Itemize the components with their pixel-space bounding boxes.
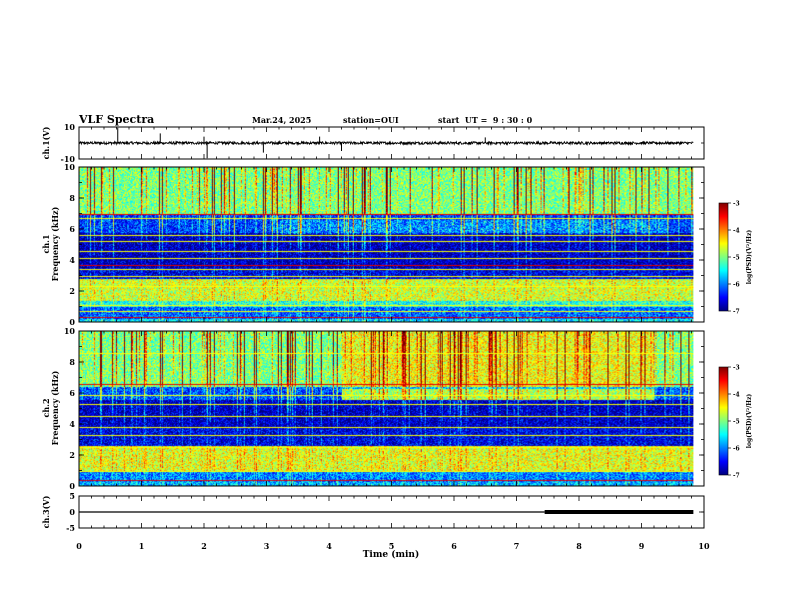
ch1-frequency-ylabel: Frequency (kHz) [50,206,60,281]
x-tick-label: 5 [389,541,395,551]
y-tick-label: 2 [69,450,75,460]
x-tick-label: 0 [76,541,82,551]
y-tick-label: 4 [69,419,75,429]
ch1-spectrogram-xticks [78,167,705,322]
x-tick-label: 6 [451,541,457,551]
ch1-noise-trace [78,140,694,147]
ch1-waveform-panel: 10 -10 ch.1(V) [41,122,705,164]
ch2-spectrogram-panel: 0 2 4 6 8 10 ch.2 Frequency (kHz) [41,326,705,491]
colorbar-tick-label: -5 [733,419,740,426]
colorbar-tick-label: -7 [733,309,740,316]
x-tick-label: 2 [201,541,207,551]
x-tick-label: 10 [698,541,710,551]
ch1-channel-label: ch.1 [41,234,51,253]
ch2-spectrogram-yticks: 0 2 4 6 8 10 [64,326,704,491]
ch1-spectrogram-yticks: 0 2 4 6 8 10 [64,162,704,327]
ch3-waveform-ylabel: ch.3(V) [41,495,51,528]
colorbar-tick-label: -3 [733,365,740,372]
ch2-spectrogram-xticks [78,331,705,486]
ch3-waveform-xticks [78,496,705,528]
ch2-colorbar: -3 -4 -5 -6 -7 log(PSD)(V²/Hz) [718,365,753,480]
time-axis-label: Time (min) [363,549,420,560]
ch3-waveform-panel: 5 0 -5 ch.3(V) [41,491,705,533]
y-tick-label: 10 [64,326,76,336]
colorbar-tick-label: -4 [733,392,740,399]
ch1-waveform-ylabel: ch.1(V) [41,126,51,159]
ch1-waveform-trace [78,127,694,159]
figure-header: VLF Spectra Mar.24, 2025 station=OUI sta… [78,113,533,126]
ch1-waveform-xticks [78,127,705,159]
ch1-colorbar-label: log(PSD)(V²/Hz) [746,230,753,285]
y-tick-label: 0 [69,317,75,327]
x-tick-label: 4 [326,541,332,551]
ch2-colorbar-label: log(PSD)(V²/Hz) [746,394,753,449]
figure-title: VLF Spectra [78,113,154,126]
ch1-colorbar-ticks: -3 -4 -5 -6 -7 [728,201,740,316]
colorbar-tick-label: -7 [733,473,740,480]
x-tick-label: 1 [139,541,145,551]
figure-station: station=OUI [343,115,399,125]
y-tick-label: -10 [61,154,76,164]
colorbar-tick-label: -6 [733,282,740,289]
colorbar-tick-label: -6 [733,446,740,453]
colorbar-tick-label: -3 [733,201,740,208]
y-tick-label: 10 [64,162,76,172]
x-tick-label: 8 [576,541,582,551]
ch1-colorbar-gradient [718,202,729,312]
ch2-frequency-ylabel: Frequency (kHz) [50,370,60,445]
y-tick-label: 10 [64,122,76,132]
figure-start-time: start UT = 9 : 30 : 0 [438,115,533,125]
y-tick-label: 2 [69,286,75,296]
ch2-colorbar-ticks: -3 -4 -5 -6 -7 [728,365,740,480]
y-tick-label: 4 [69,255,75,265]
ch1-colorbar: -3 -4 -5 -6 -7 log(PSD)(V²/Hz) [718,201,753,316]
y-tick-label: -5 [66,523,75,533]
y-tick-label: 0 [69,481,75,491]
colorbar-tick-label: -4 [733,228,740,235]
x-tick-label: 3 [264,541,270,551]
y-tick-label: 0 [69,507,75,517]
y-tick-label: 8 [69,357,75,367]
ch2-colorbar-gradient [718,366,729,476]
ch1-spectrogram-image [79,167,694,322]
ch1-waveform-yticks: 10 -10 [61,122,704,164]
y-tick-label: 6 [69,388,75,398]
y-tick-label: 8 [69,193,75,203]
time-axis: 0 1 2 3 4 5 6 7 8 9 10 [76,541,710,551]
figure-date: Mar.24, 2025 [252,115,311,125]
colorbar-tick-label: -5 [733,255,740,262]
ch2-channel-label: ch.2 [41,398,51,417]
x-tick-label: 9 [639,541,645,551]
y-tick-label: 5 [69,491,75,501]
ch3-waveform-yticks: 5 0 -5 [66,491,704,533]
x-tick-label: 7 [514,541,520,551]
y-tick-label: 6 [69,224,75,234]
ch2-spectrogram-image [79,331,694,486]
ch1-spectrogram-panel: 0 2 4 6 8 10 ch.1 Frequency (kHz) [41,162,705,327]
